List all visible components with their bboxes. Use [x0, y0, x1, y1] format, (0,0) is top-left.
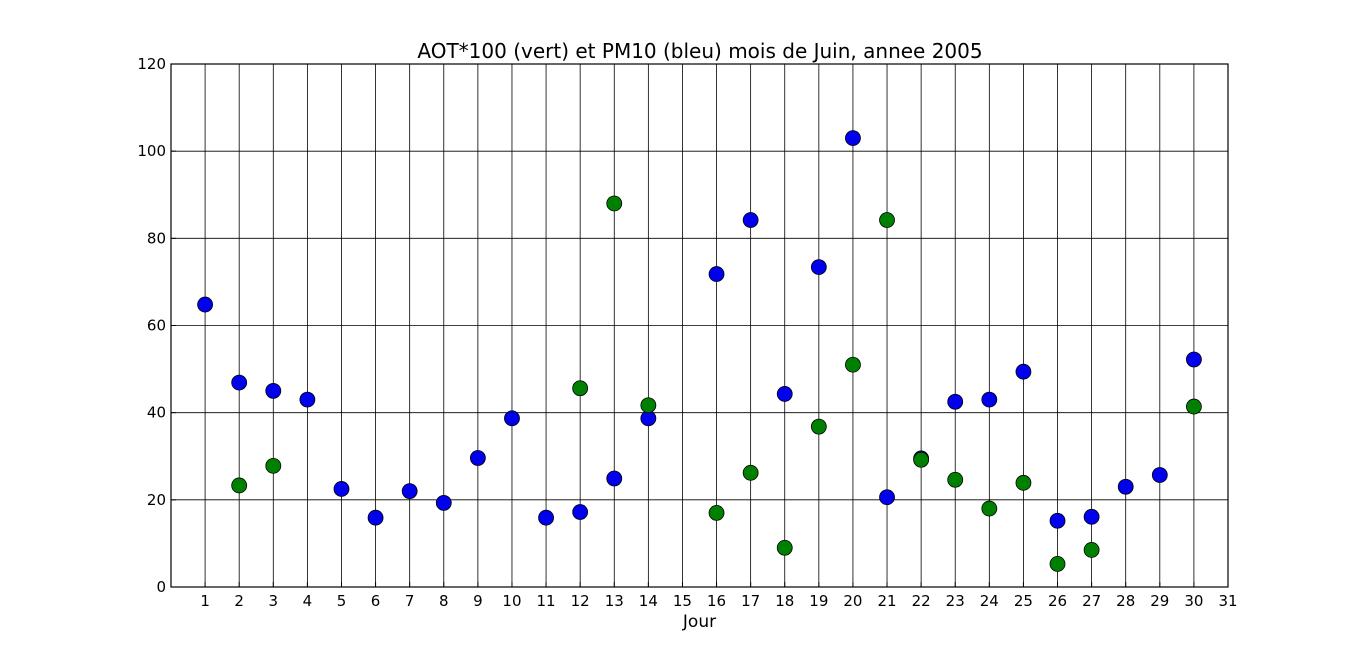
- pm10-point: [435, 494, 452, 511]
- pm10-point: [1186, 351, 1202, 368]
- pm10-point: [742, 212, 759, 228]
- x-tick-label: 14: [639, 592, 658, 610]
- x-tick-label: 6: [371, 592, 381, 610]
- x-tick-label: 27: [1082, 592, 1101, 610]
- pm10-point: [845, 130, 861, 146]
- x-tick-label: 13: [605, 592, 624, 610]
- y-tick-label: 20: [147, 491, 166, 509]
- x-axis-ticks: 1 2 3 4 5 6 7 8 9 10 11 12 13 14 15 16 17 18 19 20 21 22 23 24 2…: [200, 582, 1238, 610]
- x-tick-label: 15: [673, 592, 692, 610]
- x-tick-label: 3: [269, 592, 279, 610]
- x-tick-label: 19: [809, 592, 828, 610]
- pm10-point: [538, 509, 554, 526]
- pm10-point: [1049, 512, 1066, 529]
- aot-point: [913, 451, 930, 468]
- pm10-point: [572, 504, 589, 520]
- x-tick-label: 30: [1184, 592, 1203, 610]
- x-tick-label: 12: [571, 592, 590, 610]
- aot-point: [1186, 398, 1202, 415]
- pm10-point: [776, 386, 793, 402]
- aot-point: [810, 418, 827, 435]
- x-tick-label: 22: [912, 592, 931, 610]
- pm10-point: [401, 483, 418, 500]
- x-tick-label: 18: [775, 592, 794, 610]
- pm10-point: [810, 259, 827, 275]
- aot-point: [742, 464, 759, 481]
- pm10-point: [367, 509, 384, 526]
- x-tick-label: 5: [337, 592, 347, 610]
- grid-lines: [171, 63, 1229, 588]
- pm10-point: [947, 393, 964, 410]
- x-tick-label: 26: [1048, 592, 1067, 610]
- pm10-point: [708, 266, 725, 282]
- pm10-point: [197, 296, 213, 313]
- pm10-point: [1015, 363, 1032, 380]
- aot-point: [1083, 542, 1100, 558]
- aot-point: [947, 471, 964, 488]
- x-tick-label: 1: [200, 592, 210, 610]
- aot-point: [845, 356, 861, 373]
- x-tick-label: 9: [473, 592, 483, 610]
- pm10-point: [504, 410, 520, 427]
- x-tick-label: 28: [1116, 592, 1135, 610]
- aot-point: [879, 212, 895, 228]
- pm10-point: [879, 489, 895, 506]
- aot-point: [708, 505, 725, 521]
- x-tick-label: 10: [502, 592, 521, 610]
- x-tick-label: 29: [1150, 592, 1169, 610]
- x-tick-label: 16: [707, 592, 726, 610]
- pm10-point: [1117, 478, 1134, 495]
- pm10-point: [299, 391, 316, 408]
- x-tick-label: 21: [877, 592, 896, 610]
- chart-title: AOT*100 (vert) et PM10 (bleu) mois de Ju…: [417, 39, 982, 63]
- series-pm10-blue: [197, 130, 1202, 529]
- pm10-point: [1083, 508, 1100, 525]
- aot-point: [606, 195, 623, 212]
- data-points: [197, 130, 1202, 572]
- aot-point: [640, 397, 657, 414]
- series-aot-green: [231, 195, 1202, 572]
- pm10-point: [1151, 467, 1168, 483]
- y-tick-label: 60: [147, 317, 166, 335]
- pm10-point: [606, 470, 623, 487]
- y-tick-label: 0: [156, 578, 166, 596]
- pm10-point: [333, 481, 350, 497]
- aot-point: [981, 500, 998, 517]
- x-tick-label: 23: [946, 592, 965, 610]
- aot-point: [776, 539, 793, 556]
- aot-point: [231, 477, 248, 494]
- y-tick-label: 80: [147, 229, 166, 247]
- x-tick-label: 31: [1218, 592, 1237, 610]
- x-tick-label: 25: [1014, 592, 1033, 610]
- y-tick-label: 40: [147, 404, 166, 422]
- y-tick-label: 100: [137, 142, 166, 160]
- aot-point: [1049, 556, 1066, 572]
- x-tick-label: 11: [537, 592, 556, 610]
- x-tick-label: 20: [843, 592, 862, 610]
- x-tick-label: 8: [439, 592, 449, 610]
- x-tick-label: 4: [303, 592, 313, 610]
- x-tick-label: 2: [234, 592, 244, 610]
- y-tick-label: 120: [137, 55, 166, 73]
- aot-point: [1015, 474, 1032, 491]
- aot-point: [265, 457, 282, 474]
- aot-point: [572, 380, 589, 397]
- pm10-point: [981, 391, 998, 408]
- x-tick-label: 24: [980, 592, 999, 610]
- x-tick-label: 17: [741, 592, 760, 610]
- pm10-point: [469, 450, 486, 466]
- pm10-point: [265, 382, 282, 399]
- x-tick-label: 7: [405, 592, 415, 610]
- x-axis-label: Jour: [682, 612, 716, 632]
- pm10-point: [231, 374, 248, 391]
- y-axis-ticks: 0 20 40 60 80 100 120: [137, 55, 176, 596]
